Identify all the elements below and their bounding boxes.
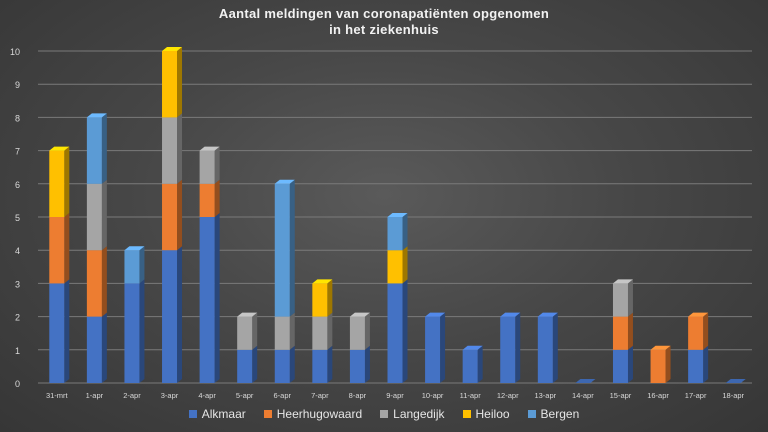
legend-label: Heerhugowaard: [276, 407, 363, 421]
y-tick-label: 10: [10, 47, 20, 57]
x-tick-label: 8-apr: [349, 391, 367, 400]
chart-title-line-2: in het ziekenhuis: [329, 22, 439, 37]
legend-label: Heiloo: [475, 407, 510, 421]
chart-title-line-1: Aantal meldingen van coronapatiënten opg…: [218, 6, 550, 21]
legend-swatch: [263, 410, 272, 418]
legend-item-bergen: Bergen: [527, 407, 580, 421]
bar-segment-alkmaar: [462, 345, 483, 383]
bar-segment-heerhugowaard: [49, 213, 70, 284]
y-tick-label: 9: [15, 80, 20, 90]
x-tick-label: 10-apr: [422, 391, 444, 400]
bar-segment-alkmaar: [312, 345, 333, 383]
bar-segment-alkmaar: [86, 312, 107, 383]
bar-segment-heerhugowaard: [199, 179, 220, 217]
bar-segment-bergen: [274, 179, 295, 317]
x-tick-label: 18-apr: [722, 391, 744, 400]
bar-segment-alkmaar: [124, 279, 145, 383]
bar-segment-langedijk: [86, 179, 107, 251]
bar-segment-alkmaar: [612, 345, 633, 383]
x-tick-label: 15-apr: [610, 391, 632, 400]
x-tick-label: 31-mrt: [46, 391, 69, 400]
bar-segment-heiloo: [312, 279, 333, 317]
bar-segment-alkmaar: [199, 213, 220, 383]
bar-segment-heiloo: [387, 246, 408, 284]
x-tick-label: 1-apr: [86, 391, 104, 400]
x-tick-label: 11-apr: [460, 391, 482, 400]
bar-segment-langedijk: [162, 113, 183, 184]
legend-swatch: [188, 410, 197, 418]
y-tick-label: 2: [15, 313, 20, 323]
bar-segment-bergen: [387, 213, 408, 251]
x-tick-label: 9-apr: [386, 391, 404, 400]
bar-segment-alkmaar: [237, 345, 258, 383]
bar-segment-langedijk: [237, 312, 258, 350]
x-tick-label: 3-apr: [161, 391, 179, 400]
bar-segment-heerhugowaard: [612, 312, 633, 350]
legend-item-heerhugowaard: Heerhugowaard: [263, 407, 363, 421]
y-tick-label: 3: [15, 279, 20, 289]
x-tick-label: 13-apr: [534, 391, 556, 400]
bar-segment-bergen: [86, 113, 107, 184]
legend-swatch: [527, 410, 536, 418]
bar-segment-alkmaar: [688, 345, 709, 383]
legend-label: Langedijk: [393, 407, 445, 421]
x-tick-label: 7-apr: [311, 391, 329, 400]
x-tick-label: 14-apr: [572, 391, 594, 400]
y-tick-label: 5: [15, 213, 20, 223]
bar-segment-alkmaar: [349, 345, 370, 383]
bar-segment-alkmaar: [162, 246, 183, 383]
bar-segment-langedijk: [199, 146, 220, 184]
x-tick-label: 12-apr: [497, 391, 519, 400]
y-tick-label: 8: [15, 113, 20, 123]
x-tick-label: 2-apr: [123, 391, 141, 400]
bar-segment-heiloo: [162, 47, 183, 118]
bar-segment-langedijk: [312, 312, 333, 350]
chart-title: Aantal meldingen van coronapatiënten opg…: [0, 6, 768, 38]
bar-segment-alkmaar: [425, 312, 446, 383]
bar-segment-heerhugowaard: [86, 246, 107, 317]
bar-segment-heerhugowaard: [650, 345, 671, 383]
bar-segment-heerhugowaard: [162, 179, 183, 251]
bar-segment-alkmaar: [500, 312, 521, 383]
bar-segment-zero: [725, 379, 746, 383]
x-tick-label: 5-apr: [236, 391, 254, 400]
y-tick-label: 4: [15, 246, 20, 256]
legend-swatch: [380, 410, 389, 418]
x-tick-label: 16-apr: [647, 391, 669, 400]
bar-segment-langedijk: [349, 312, 370, 350]
bar-segment-alkmaar: [537, 312, 558, 383]
legend-label: Alkmaar: [201, 407, 246, 421]
legend-label: Bergen: [540, 407, 580, 421]
x-tick-label: 17-apr: [685, 391, 707, 400]
bar-segment-zero: [575, 379, 596, 383]
bar-segment-heiloo: [49, 146, 70, 217]
y-tick-label: 7: [15, 147, 20, 157]
bar-segment-alkmaar: [387, 279, 408, 383]
x-tick-label: 4-apr: [198, 391, 216, 400]
chart-legend: Alkmaar Heerhugowaard Langedijk Heiloo Berge…: [0, 407, 768, 421]
bar-segment-langedijk: [612, 279, 633, 317]
bar-segment-alkmaar: [49, 279, 70, 383]
bar-segment-alkmaar: [274, 345, 295, 383]
y-tick-label: 6: [15, 180, 20, 190]
legend-swatch: [462, 410, 471, 418]
legend-item-alkmaar: Alkmaar: [188, 407, 246, 421]
legend-item-langedijk: Langedijk: [380, 407, 445, 421]
bar-segment-langedijk: [274, 312, 295, 350]
y-tick-label: 1: [15, 346, 20, 356]
bar-segment-bergen: [124, 246, 145, 284]
x-tick-label: 6-apr: [274, 391, 292, 400]
bar-segment-heerhugowaard: [688, 312, 709, 350]
legend-item-heiloo: Heiloo: [462, 407, 510, 421]
y-tick-label: 0: [15, 379, 20, 389]
